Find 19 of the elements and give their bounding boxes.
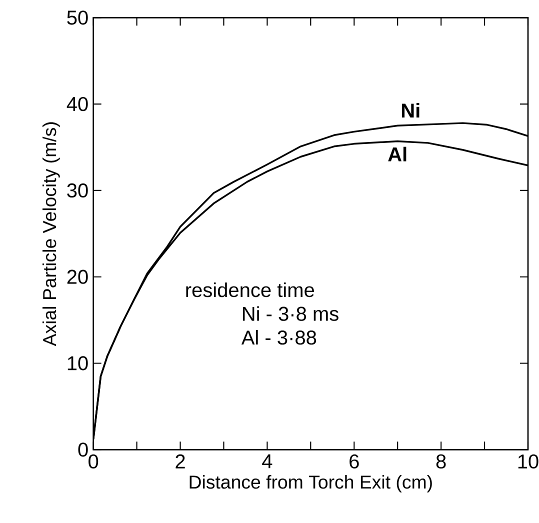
series-label: Ni	[402, 102, 420, 118]
series-label: Al	[388, 146, 406, 162]
y-tick-label: 50	[67, 10, 88, 25]
y-tick-label: 10	[68, 356, 88, 370]
x-axis-title: Distance from Torch Exit (cm)	[190, 475, 432, 492]
y-tick-label: 30	[67, 183, 88, 198]
x-tick-label: 8	[436, 454, 446, 469]
y-axis-title: Axial Particle Velocity (m/s)	[42, 122, 60, 346]
x-tick-label: 6	[350, 454, 359, 469]
annotation: Al - 3·88	[241, 330, 316, 345]
y-tick-label: 40	[66, 96, 88, 112]
x-tick-label: 0	[88, 454, 98, 469]
annotation: residence time	[186, 282, 314, 298]
y-tick-label: 0	[78, 442, 88, 457]
x-tick-label: 4	[262, 454, 272, 468]
x-tick-label: 10	[518, 454, 538, 469]
annotation: Ni - 3·8 ms	[243, 306, 338, 321]
y-tick-label: 20	[67, 270, 88, 284]
x-tick-label: 2	[176, 454, 185, 468]
